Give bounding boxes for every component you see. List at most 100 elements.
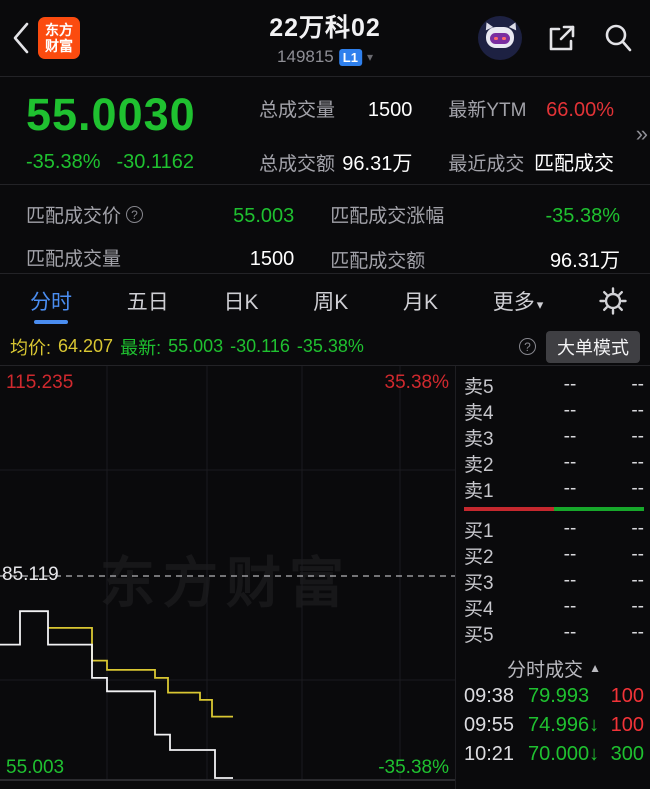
collapse-triangle-icon: ▲ <box>589 661 601 675</box>
trade-price-value: 74.996 <box>528 714 590 736</box>
sell-row-5[interactable]: 卖5 -- -- <box>464 372 644 398</box>
back-chevron-icon <box>13 22 29 54</box>
stat-total-amount: 总成交额 96.31万 <box>259 147 412 185</box>
match-section: 匹配成交价 ? 55.003 匹配成交涨幅 -35.38% 匹配成交量 1500… <box>0 185 650 273</box>
change-amount: -30.1162 <box>116 151 194 173</box>
stat-value: 1500 <box>367 99 413 121</box>
avg-price-label: 均价: <box>10 337 52 358</box>
tab-monthly-k[interactable]: 月K <box>402 291 438 314</box>
label-text: 匹配成交价 <box>26 206 122 227</box>
latest-label: 最新: <box>120 337 162 358</box>
help-icon[interactable]: ? <box>126 206 144 223</box>
buy-row-1[interactable]: 买1 -- -- <box>464 516 644 542</box>
buy-volume: -- <box>631 544 644 565</box>
price-block: 55.0030 -35.38% -30.1162 <box>26 87 251 184</box>
stat-value: 匹配成交 <box>534 152 614 175</box>
big-order-mode-button[interactable]: 大单模式 <box>546 330 640 363</box>
level-badge: L1 <box>338 48 362 66</box>
last-price: 55.0030 <box>26 89 196 140</box>
buy-row-3[interactable]: 买3 -- -- <box>464 568 644 594</box>
trade-price: 74.996↓ <box>528 714 611 737</box>
trade-time: 10:21 <box>464 743 515 765</box>
price-change-row: -35.38% -30.1162 <box>26 151 251 174</box>
buy-label: 买5 <box>464 624 494 646</box>
sell-label: 卖1 <box>464 480 494 502</box>
sell-row-1[interactable]: 卖1 -- -- <box>464 476 644 502</box>
tab-daily-k[interactable]: 日K <box>223 291 259 314</box>
sell-volume: -- <box>631 374 644 395</box>
match-label: 匹配成交价 ? <box>26 201 144 228</box>
buy-price: -- <box>563 518 577 539</box>
latest-price: 55.003 <box>168 336 224 356</box>
order-book-panel: 卖5 -- -- 卖4 -- -- 卖3 -- -- 卖2 -- -- 卖1 - <box>455 366 650 789</box>
divider <box>0 365 650 366</box>
buy-sell-ratio-bar <box>464 507 644 511</box>
buy-row-4[interactable]: 买4 -- -- <box>464 594 644 620</box>
sell-label: 卖5 <box>464 376 494 398</box>
match-label: 匹配成交额 <box>330 251 426 272</box>
logo-text-2: 财富 <box>45 38 73 54</box>
stat-total-volume: 总成交量 1500 <box>259 95 412 131</box>
sell-label: 卖3 <box>464 428 494 450</box>
trade-price: 79.993 <box>528 685 611 708</box>
watermark: 东方财富 <box>100 552 353 614</box>
settings-gear-icon[interactable] <box>598 286 628 316</box>
buy-row-2[interactable]: 买2 -- -- <box>464 542 644 568</box>
search-icon[interactable] <box>602 22 634 54</box>
sell-row-2[interactable]: 卖2 -- -- <box>464 450 644 476</box>
stat-value: 66.00% <box>546 99 614 121</box>
divider <box>0 76 650 77</box>
intraday-chart[interactable]: 东方财富 115.235 35.38% 85.119 55.003 -3 <box>0 366 455 789</box>
chart-pct-high-label: 35.38% <box>384 372 449 393</box>
quote-section: 55.0030 -35.38% -30.1162 总成交量 1500 最新YTM… <box>0 77 650 184</box>
chart-mid-label: 85.119 <box>2 564 59 585</box>
sell-price: -- <box>563 426 577 447</box>
buy-label: 买3 <box>464 572 494 594</box>
buy-volume: -- <box>631 596 644 617</box>
buy-volume: -- <box>631 518 644 539</box>
trade-price: 70.000↓ <box>528 743 611 766</box>
stat-label: 总成交额 <box>259 153 336 175</box>
sell-price: -- <box>563 452 577 473</box>
sell-label: 卖4 <box>464 402 494 424</box>
chevron-down-icon: ▾ <box>536 297 544 312</box>
buy-row-5[interactable]: 买5 -- -- <box>464 620 644 646</box>
tick-trades-header[interactable]: 分时成交 ▲ <box>464 654 644 682</box>
tab-intraday[interactable]: 分时 <box>30 276 72 326</box>
security-code: 149815 <box>277 47 334 66</box>
stat-label: 最新YTM <box>448 100 527 121</box>
buy-label: 买1 <box>464 520 494 542</box>
match-label: 匹配成交涨幅 <box>330 206 445 227</box>
avg-price-line <box>48 626 233 718</box>
chart-low-label: 55.003 <box>6 757 65 778</box>
trade-volume: 300 <box>610 743 644 765</box>
match-value: 1500 <box>249 248 295 270</box>
trade-row: 10:21 70.000↓ 300 <box>464 740 644 769</box>
buy-label: 买2 <box>464 546 494 568</box>
share-icon[interactable] <box>546 22 578 54</box>
quote-stats: 总成交量 1500 最新YTM 66.00% 总成交额 96.31万 最近成交 … <box>251 87 636 184</box>
back-button[interactable] <box>4 8 38 68</box>
eastmoney-logo[interactable]: 东方 财富 <box>38 17 80 59</box>
buy-ratio-segment <box>554 507 644 511</box>
logo-text-1: 东方 <box>45 22 73 38</box>
tick-trades-title: 分时成交 <box>507 659 584 681</box>
trade-row: 09:55 74.996↓ 100 <box>464 711 644 740</box>
sell-row-3[interactable]: 卖3 -- -- <box>464 424 644 450</box>
title-block: 22万科02 149815 L1 ▾ <box>269 8 381 67</box>
sell-volume: -- <box>631 452 644 473</box>
security-subtitle[interactable]: 149815 L1 ▾ <box>269 47 381 67</box>
sell-row-4[interactable]: 卖4 -- -- <box>464 398 644 424</box>
tab-more[interactable]: 更多 ▾ <box>493 276 544 326</box>
sell-volume: -- <box>631 478 644 499</box>
stat-label: 最近成交 <box>448 153 525 175</box>
assistant-mascot-icon[interactable] <box>478 16 522 60</box>
help-icon[interactable]: ? <box>519 338 536 355</box>
tab-five-day[interactable]: 五日 <box>126 291 169 314</box>
more-stats-chevron-icon[interactable]: » <box>635 121 648 146</box>
tab-weekly-k[interactable]: 周K <box>313 291 349 314</box>
buy-price: -- <box>563 570 577 591</box>
chart-info-bar: 均价: 64.207 最新: 55.003 -30.116 -35.38% ? … <box>0 328 650 365</box>
sell-price: -- <box>563 400 577 421</box>
